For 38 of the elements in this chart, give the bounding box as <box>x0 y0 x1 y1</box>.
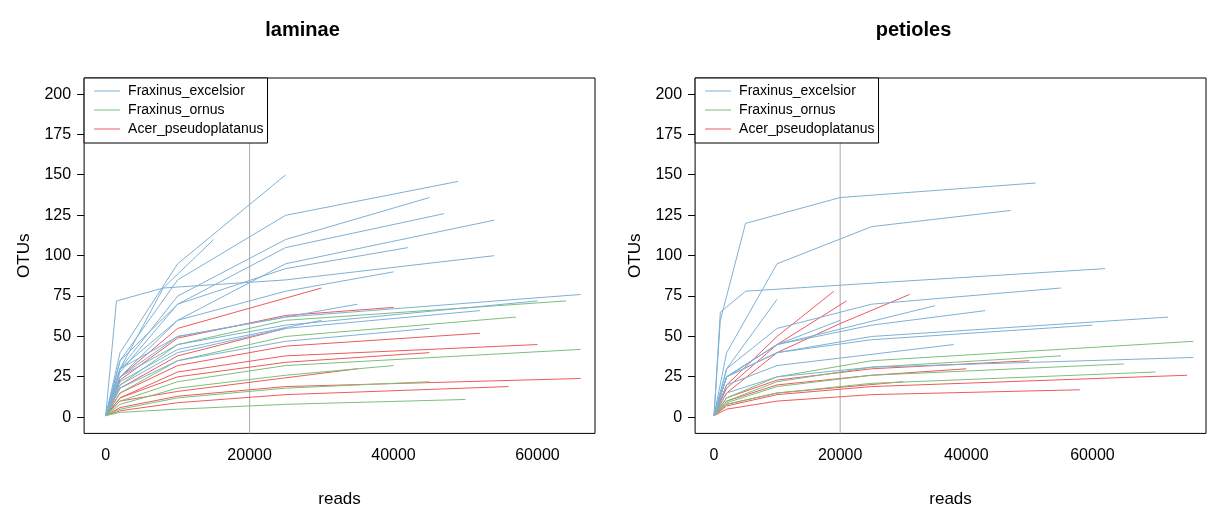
x-tick-label: 20000 <box>227 446 272 464</box>
legend-label: Fraxinus_ornus <box>739 100 836 117</box>
y-tick-label: 0 <box>62 407 72 425</box>
legend-label: Fraxinus_excelsior <box>128 81 246 98</box>
x-axis-title: reads <box>318 489 361 509</box>
x-tick-label: 60000 <box>515 446 560 464</box>
y-tick-label: 75 <box>664 286 683 304</box>
y-tick-label: 25 <box>53 367 72 385</box>
y-tick-label: 175 <box>44 124 72 142</box>
x-tick-label: 60000 <box>1070 446 1115 464</box>
y-tick-label: 125 <box>44 205 72 223</box>
legend-label: Fraxinus_excelsior <box>739 81 857 98</box>
y-tick-label: 75 <box>53 286 72 304</box>
x-axis-title: reads <box>929 489 972 509</box>
y-tick-label: 25 <box>664 367 683 385</box>
x-tick-label: 40000 <box>371 446 416 464</box>
y-tick-label: 0 <box>673 407 683 425</box>
y-tick-label: 150 <box>655 165 683 183</box>
chart-title: petioles <box>875 17 952 40</box>
y-tick-label: 200 <box>44 84 72 102</box>
y-tick-label: 175 <box>655 124 683 142</box>
y-tick-label: 50 <box>53 326 72 344</box>
legend-label: Fraxinus_ornus <box>128 100 225 117</box>
chart-title: laminae <box>265 17 340 40</box>
legend-label: Acer_pseudoplatanus <box>739 119 875 136</box>
y-tick-label: 150 <box>44 165 72 183</box>
x-tick-label: 20000 <box>817 446 863 464</box>
y-axis-title: OTUs <box>13 233 33 278</box>
y-tick-label: 100 <box>655 246 683 264</box>
legend-label: Acer_pseudoplatanus <box>128 119 264 136</box>
x-tick-label: 0 <box>709 446 719 464</box>
y-tick-label: 50 <box>664 326 683 344</box>
y-axis-title: OTUs <box>624 233 644 278</box>
x-tick-label: 0 <box>101 446 111 464</box>
x-tick-label: 40000 <box>944 446 989 464</box>
y-tick-label: 200 <box>655 84 683 102</box>
y-tick-label: 125 <box>655 205 683 223</box>
y-tick-label: 100 <box>44 246 72 264</box>
